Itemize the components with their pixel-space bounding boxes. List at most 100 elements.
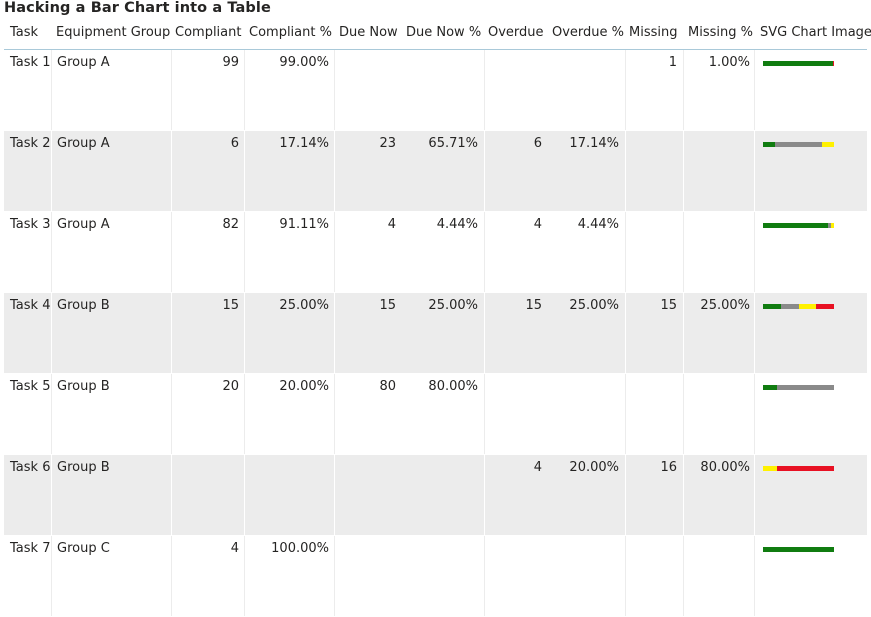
- header-compliant-pct[interactable]: Compliant %: [249, 25, 332, 40]
- table-row[interactable]: Task 1 Group A 99 99.00% 1 1.00%: [4, 50, 867, 131]
- column-divider: [625, 50, 626, 130]
- column-divider: [754, 374, 755, 454]
- cell-equipment-group: Group B: [57, 460, 110, 475]
- column-divider: [334, 131, 335, 211]
- cell-due-now: 15: [379, 298, 396, 313]
- cell-equipment-group: Group A: [57, 136, 110, 151]
- bar-segment-compliant: [763, 547, 834, 552]
- cell-compliant: 20: [222, 379, 239, 394]
- column-divider: [625, 293, 626, 373]
- column-divider: [334, 293, 335, 373]
- header-overdue-pct[interactable]: Overdue %: [552, 25, 625, 40]
- cell-due-now-pct: 4.44%: [436, 217, 478, 232]
- bar-segment-due-now: [780, 304, 799, 309]
- bar-segment-overdue: [830, 223, 834, 228]
- column-divider: [244, 293, 245, 373]
- column-divider: [244, 455, 245, 535]
- svg-chart-bar: [763, 304, 834, 309]
- cell-compliant: 99: [222, 55, 239, 70]
- cell-compliant-pct: 25.00%: [279, 298, 329, 313]
- column-divider: [334, 374, 335, 454]
- svg-chart-bar: [763, 547, 834, 552]
- cell-task: Task 1: [10, 55, 51, 70]
- column-divider: [51, 536, 52, 616]
- column-divider: [484, 50, 485, 130]
- column-divider: [625, 212, 626, 292]
- cell-equipment-group: Group B: [57, 298, 110, 313]
- column-divider: [171, 374, 172, 454]
- bar-segment-missing: [816, 304, 834, 309]
- column-divider: [754, 50, 755, 130]
- bar-segment-missing: [777, 466, 834, 471]
- cell-compliant: 4: [230, 541, 239, 556]
- column-divider: [484, 293, 485, 373]
- header-equipment-group[interactable]: Equipment Group: [56, 25, 171, 40]
- header-overdue[interactable]: Overdue: [488, 25, 544, 40]
- table-row[interactable]: Task 7 Group C 4 100.00%: [4, 536, 867, 617]
- cell-overdue-pct: 17.14%: [569, 136, 619, 151]
- column-divider: [51, 50, 52, 130]
- header-due-now-pct[interactable]: Due Now %: [406, 25, 482, 40]
- cell-task: Task 2: [10, 136, 51, 151]
- column-divider: [334, 536, 335, 616]
- table-row[interactable]: Task 2 Group A 6 17.14% 23 65.71% 6 17.14%: [4, 131, 867, 212]
- column-divider: [244, 536, 245, 616]
- cell-due-now: 4: [387, 217, 396, 232]
- column-divider: [625, 455, 626, 535]
- column-divider: [171, 131, 172, 211]
- cell-compliant-pct: 99.00%: [279, 55, 329, 70]
- svg-chart-bar: [763, 385, 834, 390]
- header-compliant[interactable]: Compliant: [175, 25, 242, 40]
- column-divider: [484, 212, 485, 292]
- cell-equipment-group: Group A: [57, 55, 110, 70]
- svg-chart-bar: [763, 223, 834, 228]
- cell-missing-pct: 1.00%: [708, 55, 750, 70]
- svg-chart-bar: [763, 61, 834, 66]
- cell-compliant-pct: 100.00%: [271, 541, 329, 556]
- column-divider: [171, 455, 172, 535]
- column-divider: [625, 131, 626, 211]
- cell-overdue: 4: [533, 460, 542, 475]
- cell-task: Task 6: [10, 460, 51, 475]
- column-divider: [484, 455, 485, 535]
- table-row[interactable]: Task 4 Group B 15 25.00% 15 25.00% 15 25.00% 15 2…: [4, 293, 867, 374]
- column-divider: [244, 131, 245, 211]
- column-divider: [484, 131, 485, 211]
- cell-task: Task 4: [10, 298, 51, 313]
- bar-segment-overdue: [798, 304, 817, 309]
- cell-due-now: 23: [379, 136, 396, 151]
- cell-overdue-pct: 20.00%: [569, 460, 619, 475]
- column-divider: [244, 50, 245, 130]
- cell-equipment-group: Group B: [57, 379, 110, 394]
- column-divider: [171, 50, 172, 130]
- cell-due-now: 80: [379, 379, 396, 394]
- column-divider: [754, 212, 755, 292]
- cell-compliant: 15: [222, 298, 239, 313]
- column-divider: [171, 212, 172, 292]
- column-divider: [683, 455, 684, 535]
- column-divider: [683, 374, 684, 454]
- table-row[interactable]: Task 6 Group B 4 20.00% 16 80.00%: [4, 455, 867, 536]
- cell-due-now-pct: 25.00%: [428, 298, 478, 313]
- column-divider: [484, 536, 485, 616]
- cell-equipment-group: Group A: [57, 217, 110, 232]
- header-missing[interactable]: Missing: [629, 25, 678, 40]
- cell-compliant: 6: [230, 136, 239, 151]
- cell-overdue: 15: [525, 298, 542, 313]
- column-divider: [171, 293, 172, 373]
- cell-task: Task 7: [10, 541, 51, 556]
- header-task[interactable]: Task: [10, 25, 39, 40]
- column-divider: [625, 374, 626, 454]
- header-svg-chart[interactable]: SVG Chart Image: [760, 25, 871, 40]
- cell-task: Task 5: [10, 379, 51, 394]
- table-row[interactable]: Task 3 Group A 82 91.11% 4 4.44% 4 4.44%: [4, 212, 867, 293]
- data-table: Task Equipment Group Compliant Compliant…: [4, 20, 871, 617]
- header-missing-pct[interactable]: Missing %: [688, 25, 753, 40]
- column-divider: [171, 536, 172, 616]
- svg-chart-bar: [763, 466, 834, 471]
- cell-due-now-pct: 65.71%: [428, 136, 478, 151]
- header-due-now[interactable]: Due Now: [339, 25, 398, 40]
- column-divider: [683, 536, 684, 616]
- table-row[interactable]: Task 5 Group B 20 20.00% 80 80.00%: [4, 374, 867, 455]
- column-divider: [484, 374, 485, 454]
